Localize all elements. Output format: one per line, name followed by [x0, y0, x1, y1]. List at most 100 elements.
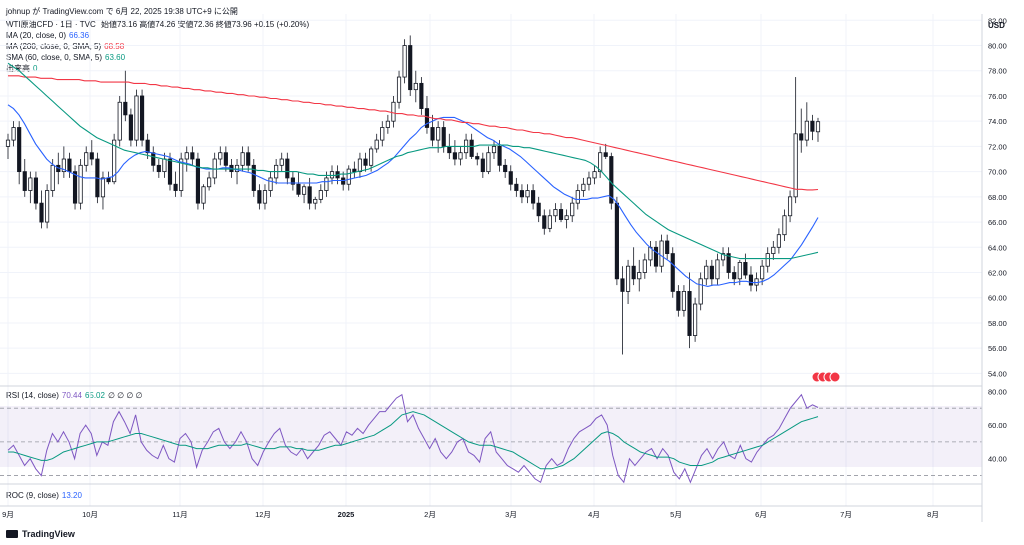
candle-body [285, 158, 290, 179]
candle-body [436, 127, 441, 141]
ohlc-values: 始値73.16 高値74.26 安値72.36 終値73.96 +0.15 (+… [101, 20, 310, 29]
candle-body [173, 183, 178, 191]
candle-body [553, 209, 558, 217]
candle-body [117, 101, 122, 141]
price-tick-label: 78.00 [988, 67, 1007, 76]
rsi-legend: RSI (14, close) 70.44 65.02 ∅ ∅ ∅ ∅ [6, 391, 143, 401]
candle-body [620, 278, 625, 292]
candle-body [408, 45, 413, 91]
publish-info: johnup が TradingView.com で 6月 22, 2025 1… [6, 7, 238, 16]
candle-body [419, 82, 424, 109]
candle-body [609, 156, 614, 204]
price-axis[interactable]: 54.00 56.00 58.00 60.00 62.00 64.00 66.00 68.00… [988, 16, 1007, 463]
candle-body [402, 45, 407, 78]
candles [5, 35, 821, 355]
candle-body [665, 240, 670, 254]
candle-body [486, 152, 491, 173]
price-tick-label: 64.00 [988, 243, 1007, 252]
rsi-label: RSI (14, close) [6, 391, 59, 400]
rsi-band [0, 406, 982, 467]
roc-value: 13.20 [61, 491, 82, 500]
candle-body [123, 101, 128, 116]
candle-body [732, 272, 737, 280]
price-tick-label: 68.00 [988, 193, 1007, 202]
candle-body [324, 177, 329, 191]
candle-body [156, 164, 161, 173]
price-tick-label: 70.00 [988, 168, 1007, 177]
candle-body [799, 133, 804, 141]
legend-ma20-row: MA (20, close, 0) 66.36 [6, 31, 89, 41]
volume-value: 0 [33, 64, 38, 73]
candle-body [61, 158, 66, 173]
candle-body [531, 190, 536, 204]
time-axis[interactable]: 9月 10月 11月 12月 2025 2月 3月 4月 5月 6月 7月 8月 [2, 510, 939, 519]
candle-body [771, 246, 776, 254]
candle-body [301, 186, 307, 195]
rsi-levels [0, 407, 982, 476]
candle-body [564, 215, 569, 220]
candle-body [240, 152, 245, 166]
candle-body [676, 291, 681, 311]
candle-body [497, 146, 502, 166]
candle-body [558, 209, 564, 220]
time-tick-label: 7月 [840, 510, 852, 519]
candle-body [452, 152, 457, 160]
candle-body [681, 291, 687, 311]
candle-body [352, 168, 357, 173]
time-tick-label: 5月 [670, 510, 682, 519]
candle-body [195, 158, 201, 204]
candle-body [5, 139, 11, 147]
candle-body [570, 202, 575, 217]
time-tick-label: 12月 [255, 510, 271, 519]
candle-body [508, 171, 513, 185]
candle-body [391, 101, 396, 122]
candle-body [100, 177, 106, 198]
brand-name: TradingView [22, 529, 75, 539]
candle-body [190, 152, 195, 160]
volume-label: 出来高 [6, 64, 30, 73]
candle-body [313, 198, 318, 204]
event-flags[interactable] [811, 371, 841, 383]
candle-body [84, 152, 89, 166]
candle-body [262, 190, 268, 204]
candle-body [693, 303, 698, 336]
event-flag-icon[interactable] [829, 371, 841, 383]
candle-body [503, 164, 508, 173]
series-line-2 [7, 62, 819, 260]
candle-body [106, 177, 111, 183]
candle-body [787, 196, 793, 217]
series-line-4 [8, 411, 819, 470]
candle-body [765, 253, 770, 267]
candle-body [218, 152, 223, 160]
candle-body [162, 158, 167, 173]
candle-body [782, 215, 787, 236]
symbol-label: WTI原油CFD · 1日 · TVC [6, 20, 96, 29]
candle-body [687, 291, 692, 336]
indicator-lines [7, 62, 819, 484]
candle-body [212, 158, 217, 179]
candle-body [542, 215, 547, 229]
candle-body [78, 164, 83, 204]
time-tick-label: 2月 [424, 510, 436, 519]
candle-body [430, 127, 435, 141]
candle-body [575, 190, 580, 204]
candle-body [329, 171, 335, 179]
candle-body [642, 259, 647, 273]
candle-body [469, 139, 474, 157]
currency-label: USD [988, 21, 1005, 30]
ma20-label: MA (20, close, 0) [6, 31, 67, 40]
candle-body [341, 177, 346, 185]
candle-body [45, 190, 50, 223]
tradingview-logo-icon [6, 530, 18, 538]
candle-body [151, 152, 156, 166]
candle-body [33, 177, 39, 204]
candle-body [251, 164, 256, 191]
time-tick-label: 4月 [588, 510, 600, 519]
candle-body [67, 158, 72, 173]
time-tick-label: 9月 [2, 510, 14, 519]
candle-body [491, 146, 497, 154]
candle-body [22, 171, 27, 191]
candle-body [246, 152, 251, 166]
candle-body [424, 108, 430, 128]
